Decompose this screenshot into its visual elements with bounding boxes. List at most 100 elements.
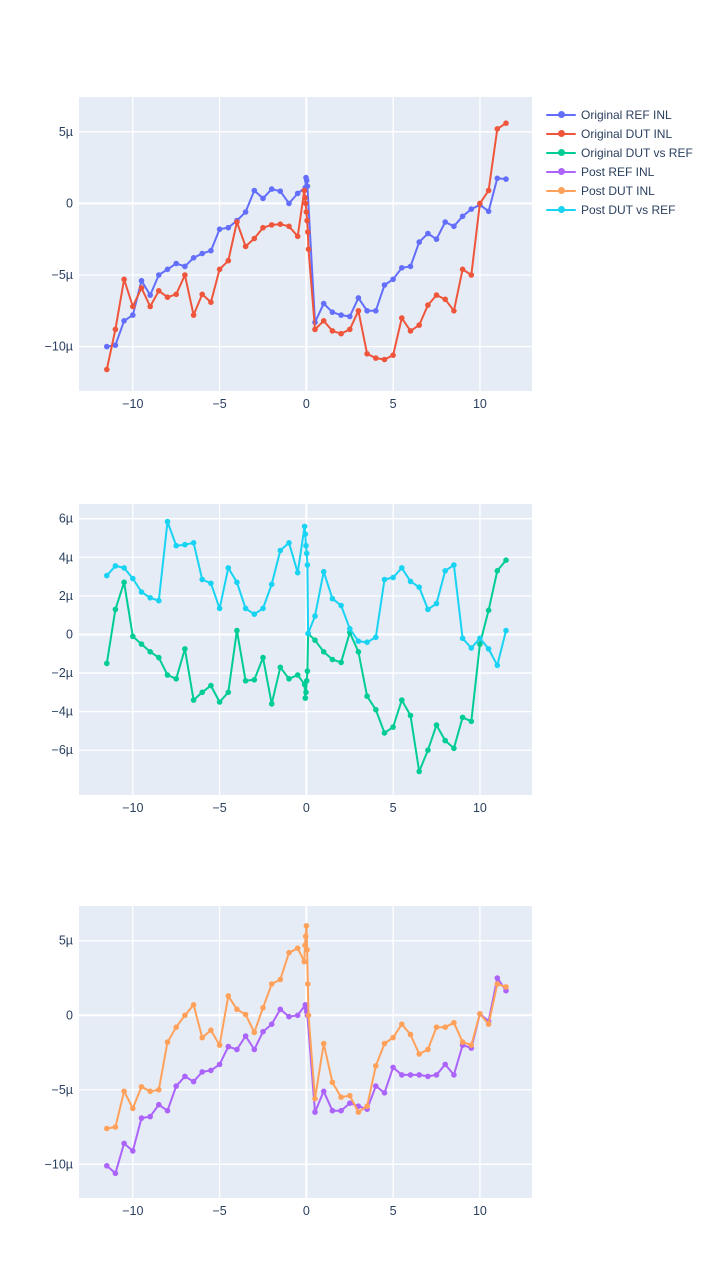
- data-point[interactable]: [190, 1078, 197, 1085]
- data-point[interactable]: [302, 695, 309, 701]
- data-point[interactable]: [433, 1024, 440, 1030]
- data-point[interactable]: [234, 219, 240, 225]
- data-point[interactable]: [416, 322, 423, 328]
- data-point[interactable]: [138, 589, 145, 595]
- data-point[interactable]: [304, 217, 310, 224]
- data-point[interactable]: [347, 1092, 353, 1099]
- data-point[interactable]: [503, 984, 509, 990]
- data-point[interactable]: [216, 605, 223, 612]
- data-point[interactable]: [304, 562, 311, 568]
- data-point[interactable]: [390, 276, 396, 283]
- data-point[interactable]: [104, 1163, 110, 1169]
- data-point[interactable]: [416, 1072, 423, 1078]
- data-point[interactable]: [485, 1021, 492, 1027]
- data-point[interactable]: [485, 646, 492, 652]
- data-point[interactable]: [451, 745, 457, 752]
- data-point[interactable]: [138, 1115, 145, 1121]
- data-point[interactable]: [442, 219, 449, 225]
- series-post-dut-inl[interactable]: [104, 923, 509, 1132]
- data-point[interactable]: [286, 223, 292, 230]
- data-point[interactable]: [121, 579, 127, 586]
- data-point[interactable]: [112, 326, 119, 333]
- data-point[interactable]: [294, 1012, 301, 1019]
- data-point[interactable]: [164, 1107, 171, 1114]
- data-point[interactable]: [433, 1072, 440, 1078]
- data-point[interactable]: [338, 659, 344, 666]
- data-point[interactable]: [407, 328, 414, 334]
- data-point[interactable]: [494, 126, 501, 132]
- data-point[interactable]: [494, 975, 501, 981]
- data-point[interactable]: [182, 1073, 188, 1080]
- data-point[interactable]: [416, 1051, 423, 1057]
- data-point[interactable]: [381, 730, 388, 736]
- data-point[interactable]: [208, 682, 214, 689]
- series-original-dut-inl[interactable]: [104, 120, 509, 373]
- data-point[interactable]: [286, 949, 292, 956]
- data-point[interactable]: [494, 568, 501, 574]
- data-point[interactable]: [433, 236, 440, 242]
- data-point[interactable]: [451, 1019, 457, 1026]
- data-point[interactable]: [242, 678, 249, 684]
- data-point[interactable]: [208, 580, 214, 587]
- data-point[interactable]: [190, 1002, 197, 1008]
- data-point[interactable]: [112, 342, 119, 349]
- data-point[interactable]: [156, 272, 162, 278]
- data-point[interactable]: [303, 542, 309, 549]
- data-point[interactable]: [199, 576, 205, 583]
- data-point[interactable]: [303, 550, 310, 557]
- data-point[interactable]: [130, 312, 136, 318]
- data-point[interactable]: [459, 266, 466, 273]
- data-point[interactable]: [208, 1067, 214, 1074]
- data-point[interactable]: [442, 737, 449, 744]
- data-point[interactable]: [468, 206, 475, 212]
- data-point[interactable]: [302, 200, 309, 207]
- data-point[interactable]: [302, 942, 308, 948]
- data-point[interactable]: [390, 1064, 396, 1071]
- data-point[interactable]: [364, 351, 370, 357]
- data-point[interactable]: [416, 239, 423, 245]
- data-point[interactable]: [182, 1012, 188, 1019]
- data-point[interactable]: [407, 1072, 414, 1078]
- data-point[interactable]: [199, 291, 205, 298]
- data-point[interactable]: [225, 257, 232, 264]
- data-point[interactable]: [208, 1027, 214, 1033]
- data-point[interactable]: [294, 233, 301, 240]
- data-point[interactable]: [305, 981, 311, 987]
- data-point[interactable]: [164, 518, 171, 525]
- legend-item-original-dut-inl[interactable]: Original DUT INL: [546, 124, 693, 143]
- data-point[interactable]: [199, 1069, 205, 1075]
- data-point[interactable]: [433, 722, 440, 728]
- data-point[interactable]: [277, 664, 284, 671]
- data-point[interactable]: [451, 562, 457, 568]
- data-point[interactable]: [304, 183, 311, 189]
- legend-item-original-dut-vs-ref[interactable]: Original DUT vs REF: [546, 143, 693, 162]
- data-point[interactable]: [260, 195, 266, 202]
- data-point[interactable]: [433, 292, 440, 298]
- legend-item-post-dut-vs-ref[interactable]: Post DUT vs REF: [546, 200, 693, 219]
- data-point[interactable]: [268, 581, 275, 588]
- data-point[interactable]: [104, 343, 110, 350]
- data-point[interactable]: [407, 1031, 414, 1038]
- data-point[interactable]: [112, 606, 119, 613]
- data-point[interactable]: [147, 292, 153, 298]
- chart-2[interactable]: 6µ 4µ 2µ 0 −2µ −4µ −6µ −10 −5 0 5 10: [52, 504, 532, 815]
- data-point[interactable]: [355, 649, 362, 655]
- data-point[interactable]: [468, 645, 475, 651]
- data-point[interactable]: [305, 229, 311, 235]
- data-point[interactable]: [338, 312, 344, 318]
- data-point[interactable]: [312, 326, 318, 333]
- legend-item-original-ref-inl[interactable]: Original REF INL: [546, 105, 693, 124]
- data-point[interactable]: [381, 1040, 388, 1047]
- data-point[interactable]: [104, 366, 110, 373]
- data-point[interactable]: [425, 747, 431, 753]
- data-point[interactable]: [225, 993, 232, 999]
- data-point[interactable]: [130, 575, 136, 582]
- data-point[interactable]: [302, 194, 308, 201]
- data-point[interactable]: [121, 1140, 127, 1147]
- data-point[interactable]: [138, 641, 145, 647]
- data-point[interactable]: [251, 187, 258, 194]
- data-point[interactable]: [173, 1083, 179, 1089]
- data-point[interactable]: [225, 689, 232, 696]
- data-point[interactable]: [355, 308, 362, 314]
- data-point[interactable]: [190, 312, 197, 318]
